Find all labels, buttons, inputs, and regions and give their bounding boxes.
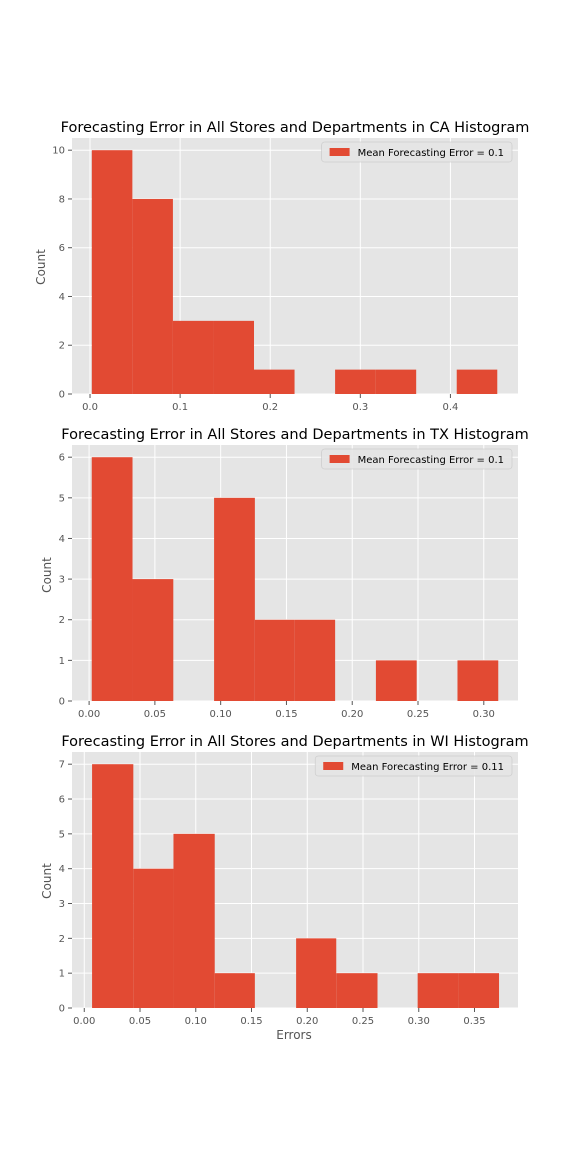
x-tick-label: 0.0 — [82, 402, 98, 413]
legend-frame — [321, 141, 513, 163]
histogram-bar — [254, 619, 295, 701]
histogram-bar — [294, 619, 336, 701]
tx-histogram: Forecasting Error in All Stores and Depa… — [40, 427, 529, 720]
x-tick-label: 0.00 — [73, 1016, 95, 1027]
x-tick-label: 0.05 — [129, 1016, 151, 1027]
histogram-bar — [173, 833, 215, 1008]
histogram-bar — [172, 320, 214, 394]
legend-label: Mean Forecasting Error = 0.1 — [358, 455, 504, 466]
x-tick-label: 0.15 — [275, 709, 297, 720]
histogram-bar — [296, 938, 337, 1008]
y-tick-label: 3 — [59, 575, 65, 586]
histogram-bar — [254, 369, 295, 394]
y-tick-label: 5 — [59, 493, 65, 504]
ca-histogram: Forecasting Error in All Stores and Depa… — [34, 120, 529, 413]
tick-labels: 0.00 0.05 0.10 0.15 0.20 0.25 0.30 0 1 2 3 4 5 6 — [59, 453, 495, 720]
chart-title: Forecasting Error in All Stores and Depa… — [61, 734, 528, 750]
y-tick-label: 1 — [59, 656, 65, 667]
y-tick-label: 4 — [59, 534, 65, 545]
histogram-bar — [91, 150, 133, 394]
histogram-bar — [458, 973, 500, 1008]
x-tick-label: 0.30 — [408, 1016, 430, 1027]
y-tick-label: 8 — [59, 194, 65, 205]
y-tick-label: 6 — [59, 795, 65, 806]
chart-title: Forecasting Error in All Stores and Depa… — [61, 427, 528, 443]
y-tick-label: 0 — [59, 1004, 65, 1015]
legend-frame — [314, 755, 513, 777]
legend-frame — [321, 448, 513, 470]
x-axis-label: Errors — [276, 1028, 312, 1042]
x-tick-label: 0.35 — [463, 1016, 485, 1027]
y-tick-label: 1 — [59, 969, 65, 980]
x-tick-label: 0.25 — [352, 1016, 374, 1027]
histogram-bar — [457, 660, 499, 701]
histogram-bar — [214, 973, 255, 1008]
histogram-bar — [456, 369, 498, 394]
bars — [92, 764, 500, 1008]
histogram-bar — [92, 764, 134, 1008]
legend-label: Mean Forecasting Error = 0.1 — [358, 148, 504, 159]
histogram-bar — [375, 660, 417, 701]
x-tick-label: 0.20 — [341, 709, 363, 720]
x-tick-label: 0.00 — [78, 709, 100, 720]
x-tick-label: 0.05 — [144, 709, 166, 720]
x-tick-label: 0.10 — [210, 709, 232, 720]
x-tick-label: 0.20 — [296, 1016, 318, 1027]
histogram-bar — [91, 457, 133, 701]
bars — [91, 150, 498, 394]
y-tick-label: 4 — [59, 864, 65, 875]
histogram-bar — [214, 497, 255, 701]
y-axis-label: Count — [40, 557, 54, 593]
chart-title: Forecasting Error in All Stores and Depa… — [61, 120, 530, 136]
x-tick-label: 0.30 — [473, 709, 495, 720]
y-tick-label: 2 — [59, 615, 65, 626]
y-tick-label: 6 — [59, 243, 65, 254]
y-tick-label: 0 — [59, 390, 65, 401]
histogram-bar — [213, 320, 255, 394]
y-tick-label: 2 — [59, 934, 65, 945]
histogram-bar — [336, 973, 378, 1008]
tick-labels: 0.0 0.1 0.2 0.3 0.4 0 2 4 6 8 10 — [52, 146, 458, 413]
legend: Mean Forecasting Error = 0.1 — [321, 448, 513, 470]
legend-label: Mean Forecasting Error = 0.11 — [351, 762, 504, 773]
x-tick-label: 0.25 — [407, 709, 429, 720]
histogram-bar — [375, 369, 417, 394]
histogram-bar — [133, 868, 174, 1008]
y-axis-label: Count — [40, 863, 54, 899]
histogram-bar — [132, 579, 174, 701]
legend-swatch — [329, 455, 350, 463]
y-tick-label: 5 — [59, 829, 65, 840]
x-tick-label: 0.2 — [262, 402, 278, 413]
legend: Mean Forecasting Error = 0.1 — [321, 141, 513, 163]
x-tick-label: 0.3 — [352, 402, 368, 413]
y-tick-label: 2 — [59, 341, 65, 352]
y-axis-label: Count — [34, 249, 48, 285]
y-tick-label: 0 — [59, 697, 65, 708]
y-tick-label: 7 — [59, 760, 65, 771]
y-tick-label: 4 — [59, 292, 65, 303]
x-tick-label: 0.1 — [172, 402, 188, 413]
y-tick-label: 6 — [59, 453, 65, 464]
histogram-bar — [417, 973, 459, 1008]
x-tick-label: 0.10 — [185, 1016, 207, 1027]
y-tick-label: 3 — [59, 899, 65, 910]
x-tick-label: 0.15 — [240, 1016, 262, 1027]
legend-swatch — [323, 762, 344, 770]
legend: Mean Forecasting Error = 0.11 — [314, 755, 513, 777]
legend-swatch — [329, 148, 350, 156]
histogram-bar — [335, 369, 376, 394]
tick-labels: 0.00 0.05 0.10 0.15 0.20 0.25 0.30 0.35 0 1 2 3 4 5 6 7 — [59, 760, 486, 1027]
bars — [91, 457, 499, 701]
x-tick-label: 0.4 — [442, 402, 458, 413]
wi-histogram: Forecasting Error in All Stores and Depa… — [40, 734, 529, 1042]
y-tick-label: 10 — [52, 146, 65, 157]
histogram-bar — [132, 198, 173, 394]
